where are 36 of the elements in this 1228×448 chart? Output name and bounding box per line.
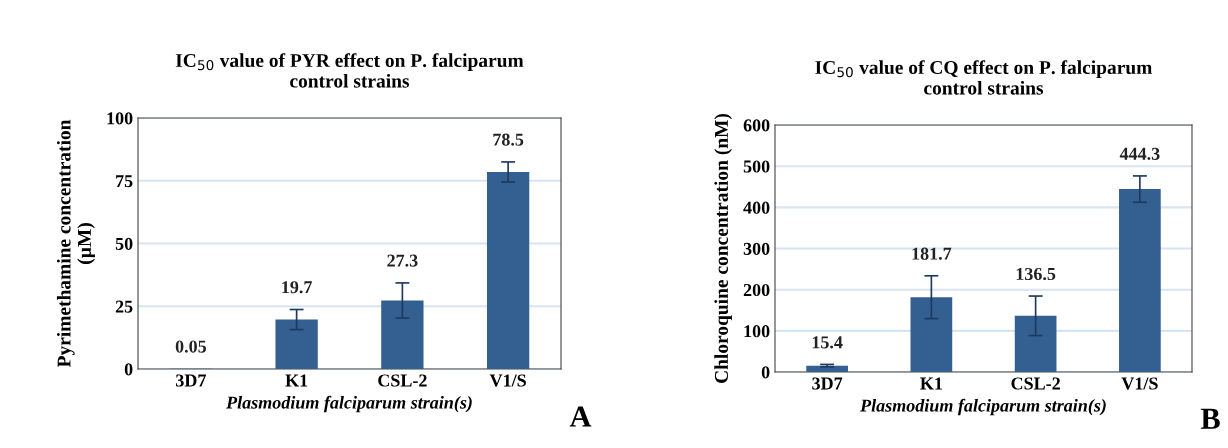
y-tick-label: 500 [743, 160, 770, 173]
y-tick-label: 600 [743, 119, 770, 132]
data-label: 27.3 [387, 254, 418, 267]
x-tick-label: V1/S [489, 374, 526, 387]
x-tick-label: CSL-2 [1011, 377, 1060, 390]
y-tick-label: 100 [107, 112, 133, 125]
data-label: 136.5 [1016, 267, 1056, 281]
data-label: 78.5 [493, 133, 524, 146]
y-tick-label: 300 [743, 242, 770, 255]
data-label: 181.7 [912, 247, 952, 260]
y-tick-label: 200 [743, 283, 770, 297]
data-label: 15.4 [812, 336, 843, 349]
y-tick-label: 400 [743, 201, 770, 214]
data-label: 444.3 [1119, 147, 1160, 160]
y-tick-label: 0 [124, 363, 133, 376]
y-tick-label: 100 [744, 325, 770, 338]
x-tick-label: K1 [285, 374, 308, 387]
chart-title: IC$_{50}$ value of CQ effect on P. falciparum control strains [815, 60, 1153, 95]
x-tick-label: 3D7 [812, 377, 843, 390]
text: A [569, 406, 592, 427]
x-tick-label: 3D7 [176, 374, 206, 387]
y-tick-label: 25 [115, 300, 133, 313]
data-label: 0.05 [175, 340, 207, 353]
x-tick-label: CSL-2 [378, 374, 427, 387]
chart-title: IC$_{50}$ value of PYR effect on P. falciparum control strains [175, 53, 524, 88]
y-tick-label: 75 [116, 175, 133, 188]
y-tick-label: 0 [761, 366, 770, 379]
x-axis-title: Plasmodium falciparum strain(s) [860, 398, 1106, 416]
text: B [1200, 408, 1220, 429]
x-tick-label: V1/S [1121, 377, 1158, 390]
y-tick-label: 50 [115, 237, 133, 250]
y-axis-title: Chloroquine concentration (nM) [714, 113, 732, 383]
x-tick-label: K1 [920, 377, 942, 390]
x-axis-title: Plasmodium falciparum strain(s) [226, 395, 472, 413]
data-label: 19.7 [282, 281, 312, 294]
y-axis-title: Pyrimethamine concentration (µM) [56, 119, 95, 368]
